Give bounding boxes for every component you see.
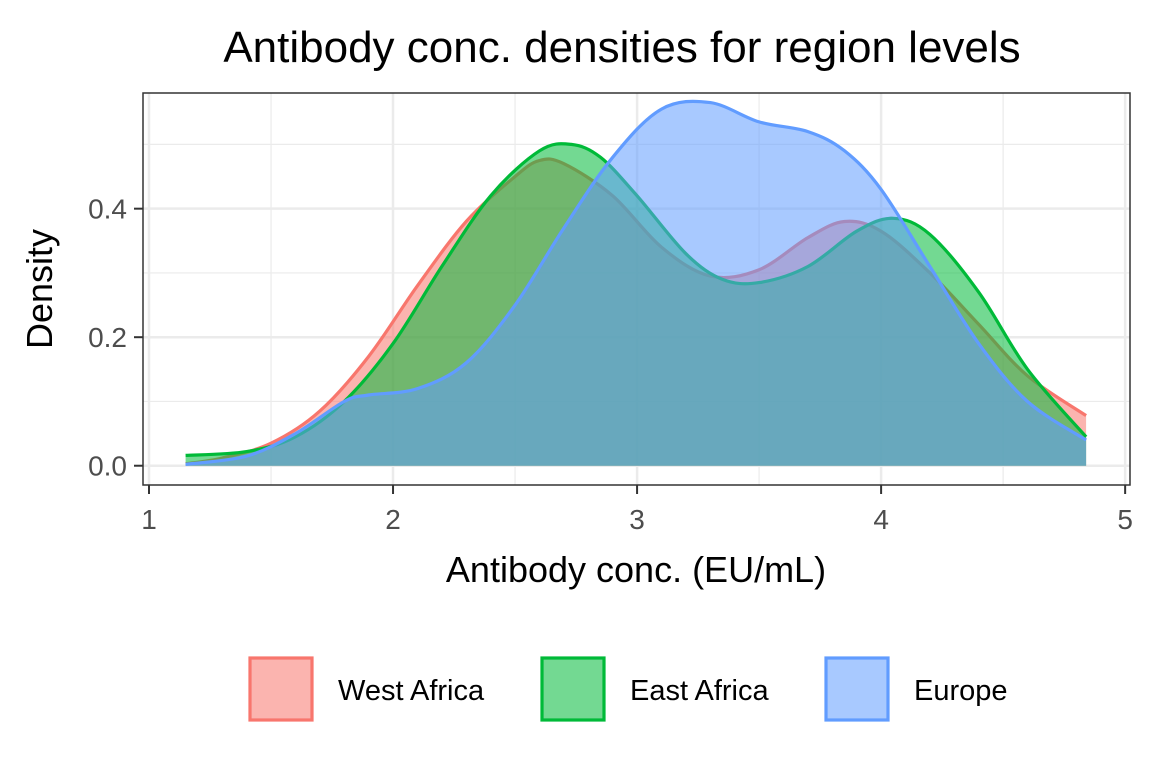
- x-tick-label: 4: [873, 504, 889, 535]
- legend-item-west-africa: West Africa: [248, 656, 485, 722]
- legend-item-east-africa: East Africa: [540, 656, 769, 722]
- legend: West Africa East Africa Europe: [248, 656, 1008, 722]
- y-axis-title: Density: [19, 229, 60, 349]
- legend-label-west-africa: West Africa: [338, 675, 485, 707]
- x-tick-label: 1: [141, 504, 157, 535]
- chart-title: Antibody conc. densities for region leve…: [223, 23, 1020, 72]
- legend-label-east-africa: East Africa: [630, 675, 769, 707]
- legend-item-europe: Europe: [824, 656, 1008, 722]
- x-tick-label: 2: [385, 504, 401, 535]
- y-axis-ticks: 0.0 0.2 0.4: [88, 194, 143, 482]
- x-axis-ticks: 1 2 3 4 5: [141, 485, 1133, 535]
- legend-key-europe: [824, 656, 890, 722]
- legend-label-europe: Europe: [914, 675, 1008, 707]
- y-tick-label: 0.2: [88, 322, 127, 353]
- x-axis-title: Antibody conc. (EU/mL): [446, 549, 826, 590]
- legend-key-east-africa: [540, 656, 606, 722]
- y-tick-label: 0.0: [88, 451, 127, 482]
- density-areas: [185, 99, 1088, 466]
- density-line-europe: [185, 99, 1087, 466]
- legend-key-west-africa: [248, 656, 314, 722]
- x-tick-label: 5: [1117, 504, 1133, 535]
- density-area-europe: [185, 101, 1087, 466]
- y-tick-label: 0.4: [88, 194, 127, 225]
- x-tick-label: 3: [629, 504, 645, 535]
